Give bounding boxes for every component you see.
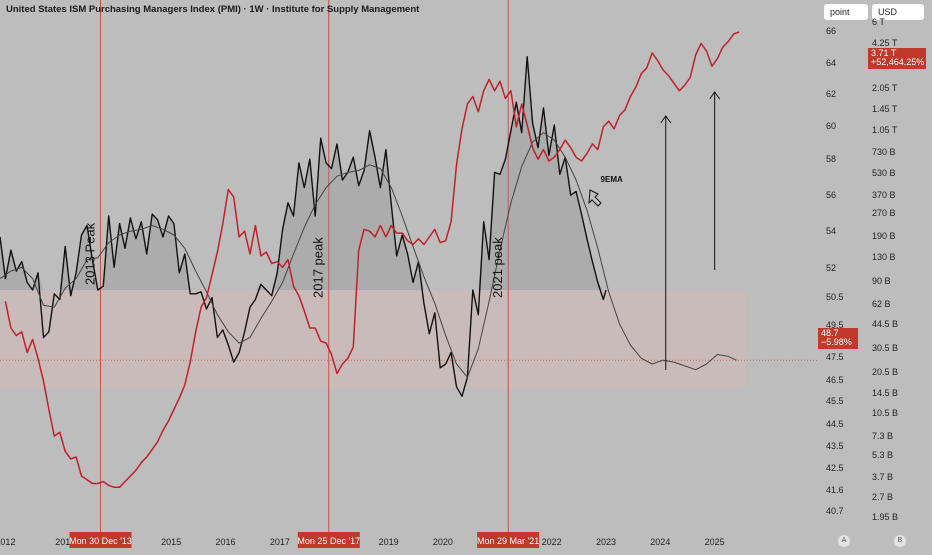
x-highlight-badge [477,532,540,548]
arrow-head-1 [660,115,672,124]
x-tick-label: 2024 [650,537,670,547]
x-tick-label: 2017 [270,537,290,547]
right-axis-tick-label: 130 B [872,252,896,262]
x-highlight-label: Mon 29 Mar '21 [477,536,539,546]
right-axis-tick-label: 190 B [872,231,896,241]
left-axis-tick-label: 49.5 [826,320,844,330]
left-axis-tick-label: 58 [826,154,837,164]
peak-annotation-3: 2021 peak [490,237,505,298]
right-axis-tick-label: 1.45 T [872,104,898,114]
x-tick-label: 2013 [55,537,75,547]
right-axis-tick-label: 5.3 B [872,450,894,460]
right-axis-tick-label: 30.5 B [872,343,899,353]
ema-annotation: 9EMA [601,175,623,184]
right-axis-tick-label: 62 B [872,299,891,309]
pmi-last-value-badge: 48.7 −5.98% [818,328,858,349]
right-axis-tick-label: 14.5 B [872,388,899,398]
right-axis-tick-label: 90 B [872,276,891,286]
pmi-area-fill [0,56,606,291]
left-axis-tick-label: 66 [826,26,837,36]
auto-scale-icon[interactable]: A [838,535,850,547]
right-axis-tick-label: 44.5 B [872,319,899,329]
x-highlight-badge [69,532,132,548]
hand-pointer-icon [588,189,602,207]
left-axis-tick-label: 56 [826,190,837,200]
right-axis-tick-label: 10.5 B [872,408,899,418]
pmi-series-line[interactable] [0,56,607,397]
shaded-range-band [0,290,745,389]
log-scale-icon[interactable]: B [894,535,906,547]
x-tick-label: 2015 [161,537,181,547]
x-highlight-badge [297,532,360,548]
crypto-last-value: 3.71 T [871,48,897,58]
left-axis-tick-label: 47.5 [826,352,844,362]
right-axis-tick-label: 2.7 B [872,492,894,502]
x-highlight-label: Mon 30 Dec '13 [69,536,132,546]
crypto-series-line[interactable] [4,31,740,489]
right-axis-tick-label: 4.25 T [872,38,898,48]
currency-usd-button[interactable]: USD [872,4,924,20]
chart-title: United States ISM Purchasing Managers In… [6,4,420,15]
left-axis-tick-label: 52 [826,263,837,273]
peak-annotation-2: 2017 peak [311,237,326,298]
right-axis-tick-label: 730 B [872,147,896,157]
right-axis-tick-label: 530 B [872,168,896,178]
x-tick-label: 2012 [0,537,15,547]
right-axis-tick-label: 270 B [872,208,896,218]
left-axis-tick-label: 54 [826,226,837,236]
left-axis-tick-label: 42.5 [826,463,844,473]
left-axis-tick-label: 60 [826,121,837,131]
right-axis-tick-label: 6 T [872,17,885,27]
x-tick-label: 2020 [433,537,453,547]
left-axis-tick-label: 45.5 [826,396,844,406]
pmi-change-value: −5.98% [821,337,852,347]
right-axis-tick-label: 1.05 T [872,125,898,135]
x-tick-label: 2019 [379,537,399,547]
right-axis-tick-label: 3.7 B [872,472,894,482]
ema-series-line[interactable] [0,132,737,378]
left-axis-tick-label: 62 [826,89,837,99]
left-axis-tick-label: 46.5 [826,375,844,385]
right-axis-tick-label: 370 B [872,190,896,200]
scale-point-button[interactable]: point [824,4,868,20]
right-axis-tick-label: 2.05 T [872,83,898,93]
x-tick-label: 2025 [705,537,725,547]
left-axis-tick-label: 64 [826,58,837,68]
x-tick-label: 2016 [216,537,236,547]
left-axis-tick-label: 41.6 [826,485,844,495]
x-tick-label: 2023 [596,537,616,547]
crypto-last-value-badge: 3.71 T +52,464.25% [868,48,926,69]
right-axis-tick-label: 7.3 B [872,431,894,441]
crypto-change-value: +52,464.25% [871,57,925,67]
pmi-last-value: 48.7 [821,328,839,338]
right-axis-tick-label: 1.95 B [872,512,899,522]
left-axis-tick-label: 44.5 [826,419,844,429]
left-axis-tick-label: 50.5 [826,292,844,302]
arrow-head-2 [709,91,721,100]
x-tick-label: 2022 [542,537,562,547]
right-axis-tick-label: 20.5 B [872,367,899,377]
left-axis-tick-label: 43.5 [826,441,844,451]
left-axis-tick-label: 40.7 [826,506,844,516]
peak-annotation-1: 2013 Peak [82,222,97,285]
x-highlight-label: Mon 25 Dec '17 [297,536,360,546]
